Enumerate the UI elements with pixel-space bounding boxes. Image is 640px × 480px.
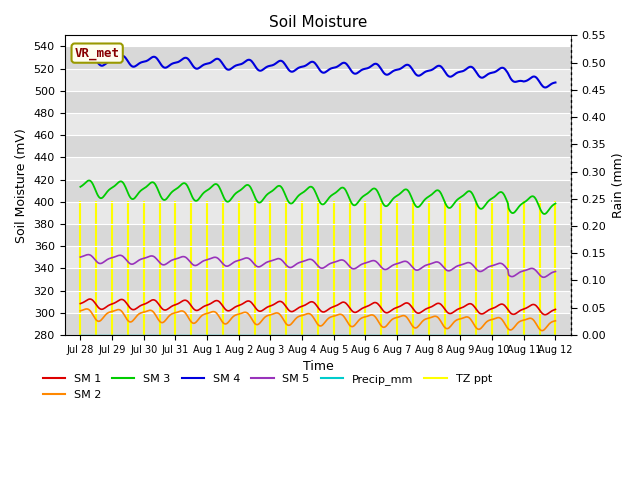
Bar	[65, 202, 572, 224]
Bar	[65, 224, 572, 246]
Bar	[65, 268, 572, 290]
Bar	[65, 246, 572, 268]
Bar	[65, 135, 572, 157]
Y-axis label: Soil Moisture (mV): Soil Moisture (mV)	[15, 128, 28, 242]
Legend: SM 1, SM 2, SM 3, SM 4, SM 5, Precip_mm, TZ ppt: SM 1, SM 2, SM 3, SM 4, SM 5, Precip_mm,…	[38, 370, 496, 404]
Y-axis label: Rain (mm): Rain (mm)	[612, 152, 625, 218]
Bar	[65, 69, 572, 91]
Bar	[65, 313, 572, 335]
Bar	[65, 91, 572, 113]
Bar	[65, 47, 572, 69]
Title: Soil Moisture: Soil Moisture	[269, 15, 367, 30]
Bar	[65, 180, 572, 202]
X-axis label: Time: Time	[303, 360, 333, 373]
Bar	[65, 157, 572, 180]
Bar	[65, 113, 572, 135]
Bar	[65, 290, 572, 313]
Text: VR_met: VR_met	[75, 47, 120, 60]
